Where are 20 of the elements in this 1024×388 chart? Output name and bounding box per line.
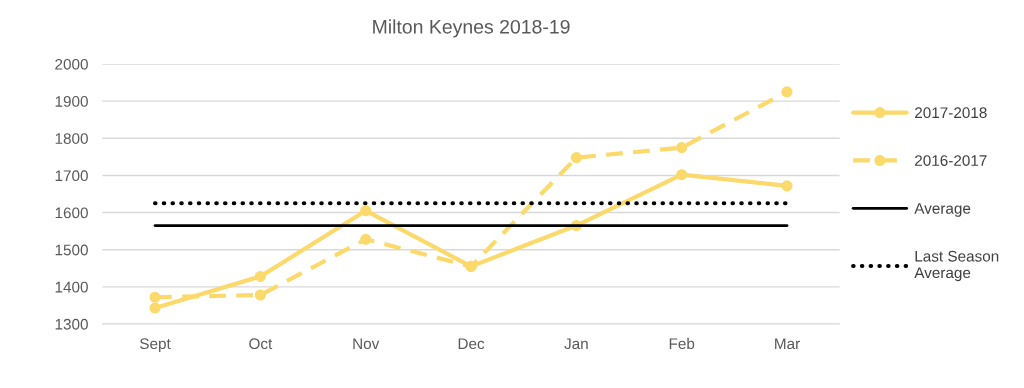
x-tick-label: Dec (458, 338, 485, 350)
x-tick-label: Nov (353, 338, 380, 350)
legend-label: Average (914, 203, 971, 217)
y-tick-label: 2000 (55, 58, 88, 70)
legend-label: Last Season Average (914, 250, 999, 282)
x-tick-label: Jan (564, 338, 588, 350)
y-tick-label: 1300 (55, 318, 88, 330)
legend-label: 2016-2017 (915, 155, 987, 166)
y-tick-label: 1400 (55, 281, 88, 293)
y-tick-label: 1700 (55, 170, 88, 182)
x-tick-label: Sept (140, 338, 171, 353)
x-tick-label: Oct (249, 338, 273, 350)
legend-label: 2017-2018 (915, 107, 987, 119)
y-tick-label: 1800 (55, 133, 88, 144)
y-tick-label: 1900 (55, 96, 88, 107)
chart-title: Milton Keynes 2018-19 (373, 19, 570, 38)
y-tick-label: 1600 (55, 207, 88, 219)
y-tick-label: 1500 (55, 244, 88, 256)
x-tick-label: Feb (669, 337, 695, 350)
x-tick-label: Mar (775, 338, 800, 350)
